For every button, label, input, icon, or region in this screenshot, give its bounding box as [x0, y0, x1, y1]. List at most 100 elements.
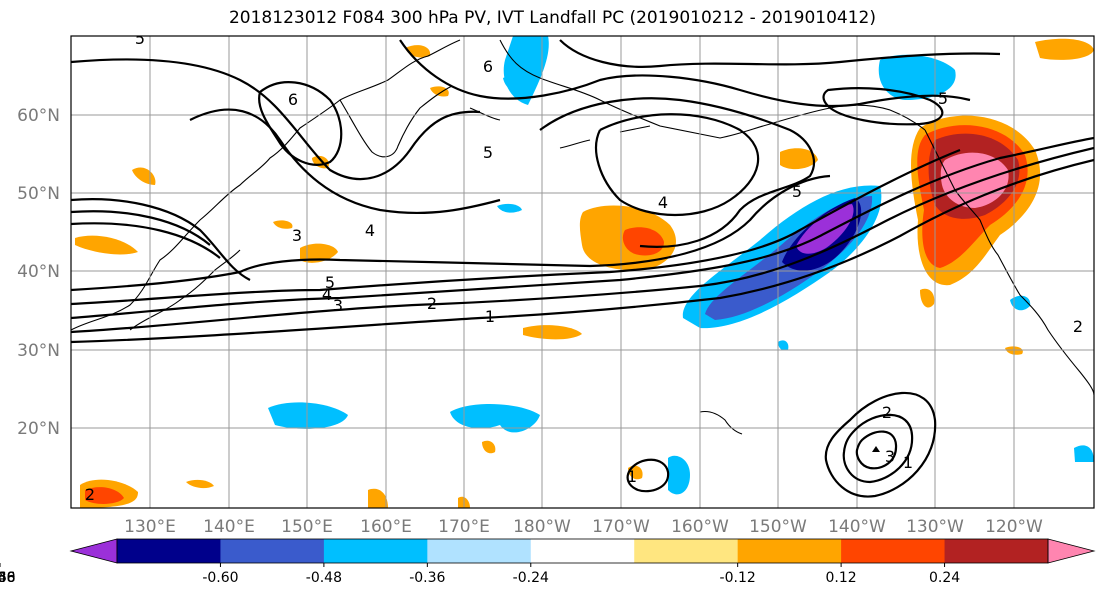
negative-anomaly-south-2: [450, 404, 540, 433]
longitude-label: 130°W: [906, 517, 964, 537]
latitude-label: 30°N: [17, 341, 60, 361]
negative-anomaly-small-2: [778, 340, 789, 351]
longitude-label: 150°E: [281, 517, 333, 537]
longitude-label: 150°W: [749, 517, 807, 537]
latitude-label: 60°N: [17, 106, 60, 126]
contour-5: [71, 174, 831, 292]
contour-label: 4: [365, 221, 375, 240]
colorbar-tick-label: 0.48: [0, 570, 16, 586]
contour-5-central: [539, 97, 816, 248]
longitude-labels: 130°E 140°E 150°E 160°E 170°E 180°W 170°…: [124, 517, 1043, 537]
map-title: 2018123012 F084 300 hPa PV, IVT Landfall…: [228, 8, 876, 28]
contour-label: 5: [938, 89, 948, 108]
coastline-japan: [129, 249, 241, 331]
contour-label: 4: [322, 285, 332, 304]
colorbar-segment: [634, 539, 739, 563]
contour-low-mid: [842, 413, 914, 484]
longitude-label: 170°W: [592, 517, 650, 537]
colorbar-tick-label: -0.24: [513, 570, 549, 586]
colorbar-tick-label: 0.24: [929, 570, 960, 586]
positive-anomaly-south-4: [368, 488, 388, 508]
longitude-label: 130°E: [124, 517, 176, 537]
negative-anomaly-small-1: [497, 203, 522, 213]
negative-anomaly-far-east: [1074, 445, 1094, 462]
colorbar-tick-label: 0.36: [0, 570, 16, 586]
contour-4-north: [559, 39, 1001, 68]
longitude-label: 170°E: [438, 517, 490, 537]
colorbar-segment: [944, 539, 1049, 563]
contour-3: [71, 136, 1094, 320]
contour-label: 6: [288, 90, 298, 109]
map-frame: [70, 35, 1095, 509]
contour-label: 6: [483, 57, 493, 76]
latitude-labels: 60°N 50°N 40°N 30°N 20°N: [17, 106, 60, 439]
contour-low-outer: [824, 391, 937, 498]
contour-label: 4: [658, 193, 668, 212]
longitude-label: 160°E: [360, 517, 412, 537]
positive-anomaly-west-2: [300, 243, 338, 263]
positive-anomaly-south-3: [186, 479, 214, 489]
contour-label: 2: [427, 294, 437, 313]
contour-5-north: [399, 39, 971, 108]
map-panel: 1 2 3 4 5 6 5 4 5 6 5 3 4 5 2 1 3 2 1 2: [71, 29, 1094, 508]
pv-contours: [71, 39, 1094, 498]
colorbar-tick-label: -0.48: [306, 570, 342, 586]
contour-label: 5: [135, 29, 145, 48]
shaded-anomalies: [75, 36, 1094, 508]
contour-label: 5: [792, 182, 802, 201]
negative-anomaly-south-3: [668, 455, 690, 495]
longitude-label: 140°W: [828, 517, 886, 537]
colorbar-segment: [737, 539, 842, 563]
contour-label: 1: [903, 453, 913, 472]
contour-label: 1: [485, 307, 495, 326]
contour-aleutian-low: [822, 87, 944, 126]
longitude-label: 120°W: [985, 517, 1043, 537]
colorbar-segment: [841, 539, 946, 563]
contour-label: 3: [333, 296, 343, 315]
positive-anomaly-mid-1: [523, 325, 582, 340]
colorbar-segment: [220, 539, 325, 563]
colorbar-extend-high: [1047, 538, 1096, 564]
contour-label: 1: [627, 467, 637, 486]
latitude-label: 50°N: [17, 184, 60, 204]
positive-anomaly-west-5: [273, 220, 293, 229]
contour-4-central: [595, 113, 760, 217]
negative-anomaly-south-1: [268, 402, 348, 429]
colorbar-tick-label: -0.60: [202, 570, 238, 586]
positive-anomaly-north-2: [430, 86, 449, 97]
colorbar-segment: [323, 539, 428, 563]
contour-label: 3: [885, 447, 895, 466]
coastline-kamchatka: [339, 85, 453, 158]
negative-anomaly-small-3: [503, 75, 530, 93]
contour-1: [71, 158, 1094, 344]
positive-anomaly-southwest-core: [85, 487, 124, 504]
coastline-hawaii: [699, 410, 743, 435]
colorbar-segment: [427, 539, 532, 563]
colorbar-frame: [116, 538, 1049, 564]
low-center-marker: [872, 446, 880, 452]
contour-label: 5: [325, 273, 335, 292]
contour-labels: 1 2 3 4 5 6 5 4 5 6 5 3 4 5 2 1 3 2 1 2: [85, 29, 1083, 504]
colorbar-segment: [117, 539, 221, 563]
contour-small-south: [626, 458, 670, 493]
contour-6-outer: [71, 58, 481, 181]
longitude-label: 140°E: [203, 517, 255, 537]
positive-anomaly-central-core: [622, 227, 664, 256]
longitude-label: 160°W: [671, 517, 729, 537]
colorbar-segment: [530, 539, 635, 563]
positive-anomaly-aleutian: [780, 148, 818, 170]
positive-anomaly-top-right: [1035, 38, 1094, 60]
contour-label: 2: [882, 403, 892, 422]
colorbar: -0.60 -0.48 -0.36 -0.24 -0.12 0.12 0.24 0.360.4…: [0, 538, 1096, 586]
latitude-label: 40°N: [17, 262, 60, 282]
colorbar-tick-label: 0.12: [826, 570, 857, 586]
contour-label: 5: [483, 143, 493, 162]
colorbar-extend-low: [69, 538, 118, 564]
positive-anomaly-south-1: [482, 440, 496, 454]
negative-anomaly-top-right: [878, 54, 956, 100]
latitude-label: 20°N: [17, 419, 60, 439]
positive-anomaly-mid-2: [920, 288, 935, 308]
contour-low-inner: [855, 430, 898, 470]
colorbar-tick-label: 0.60: [0, 570, 16, 586]
